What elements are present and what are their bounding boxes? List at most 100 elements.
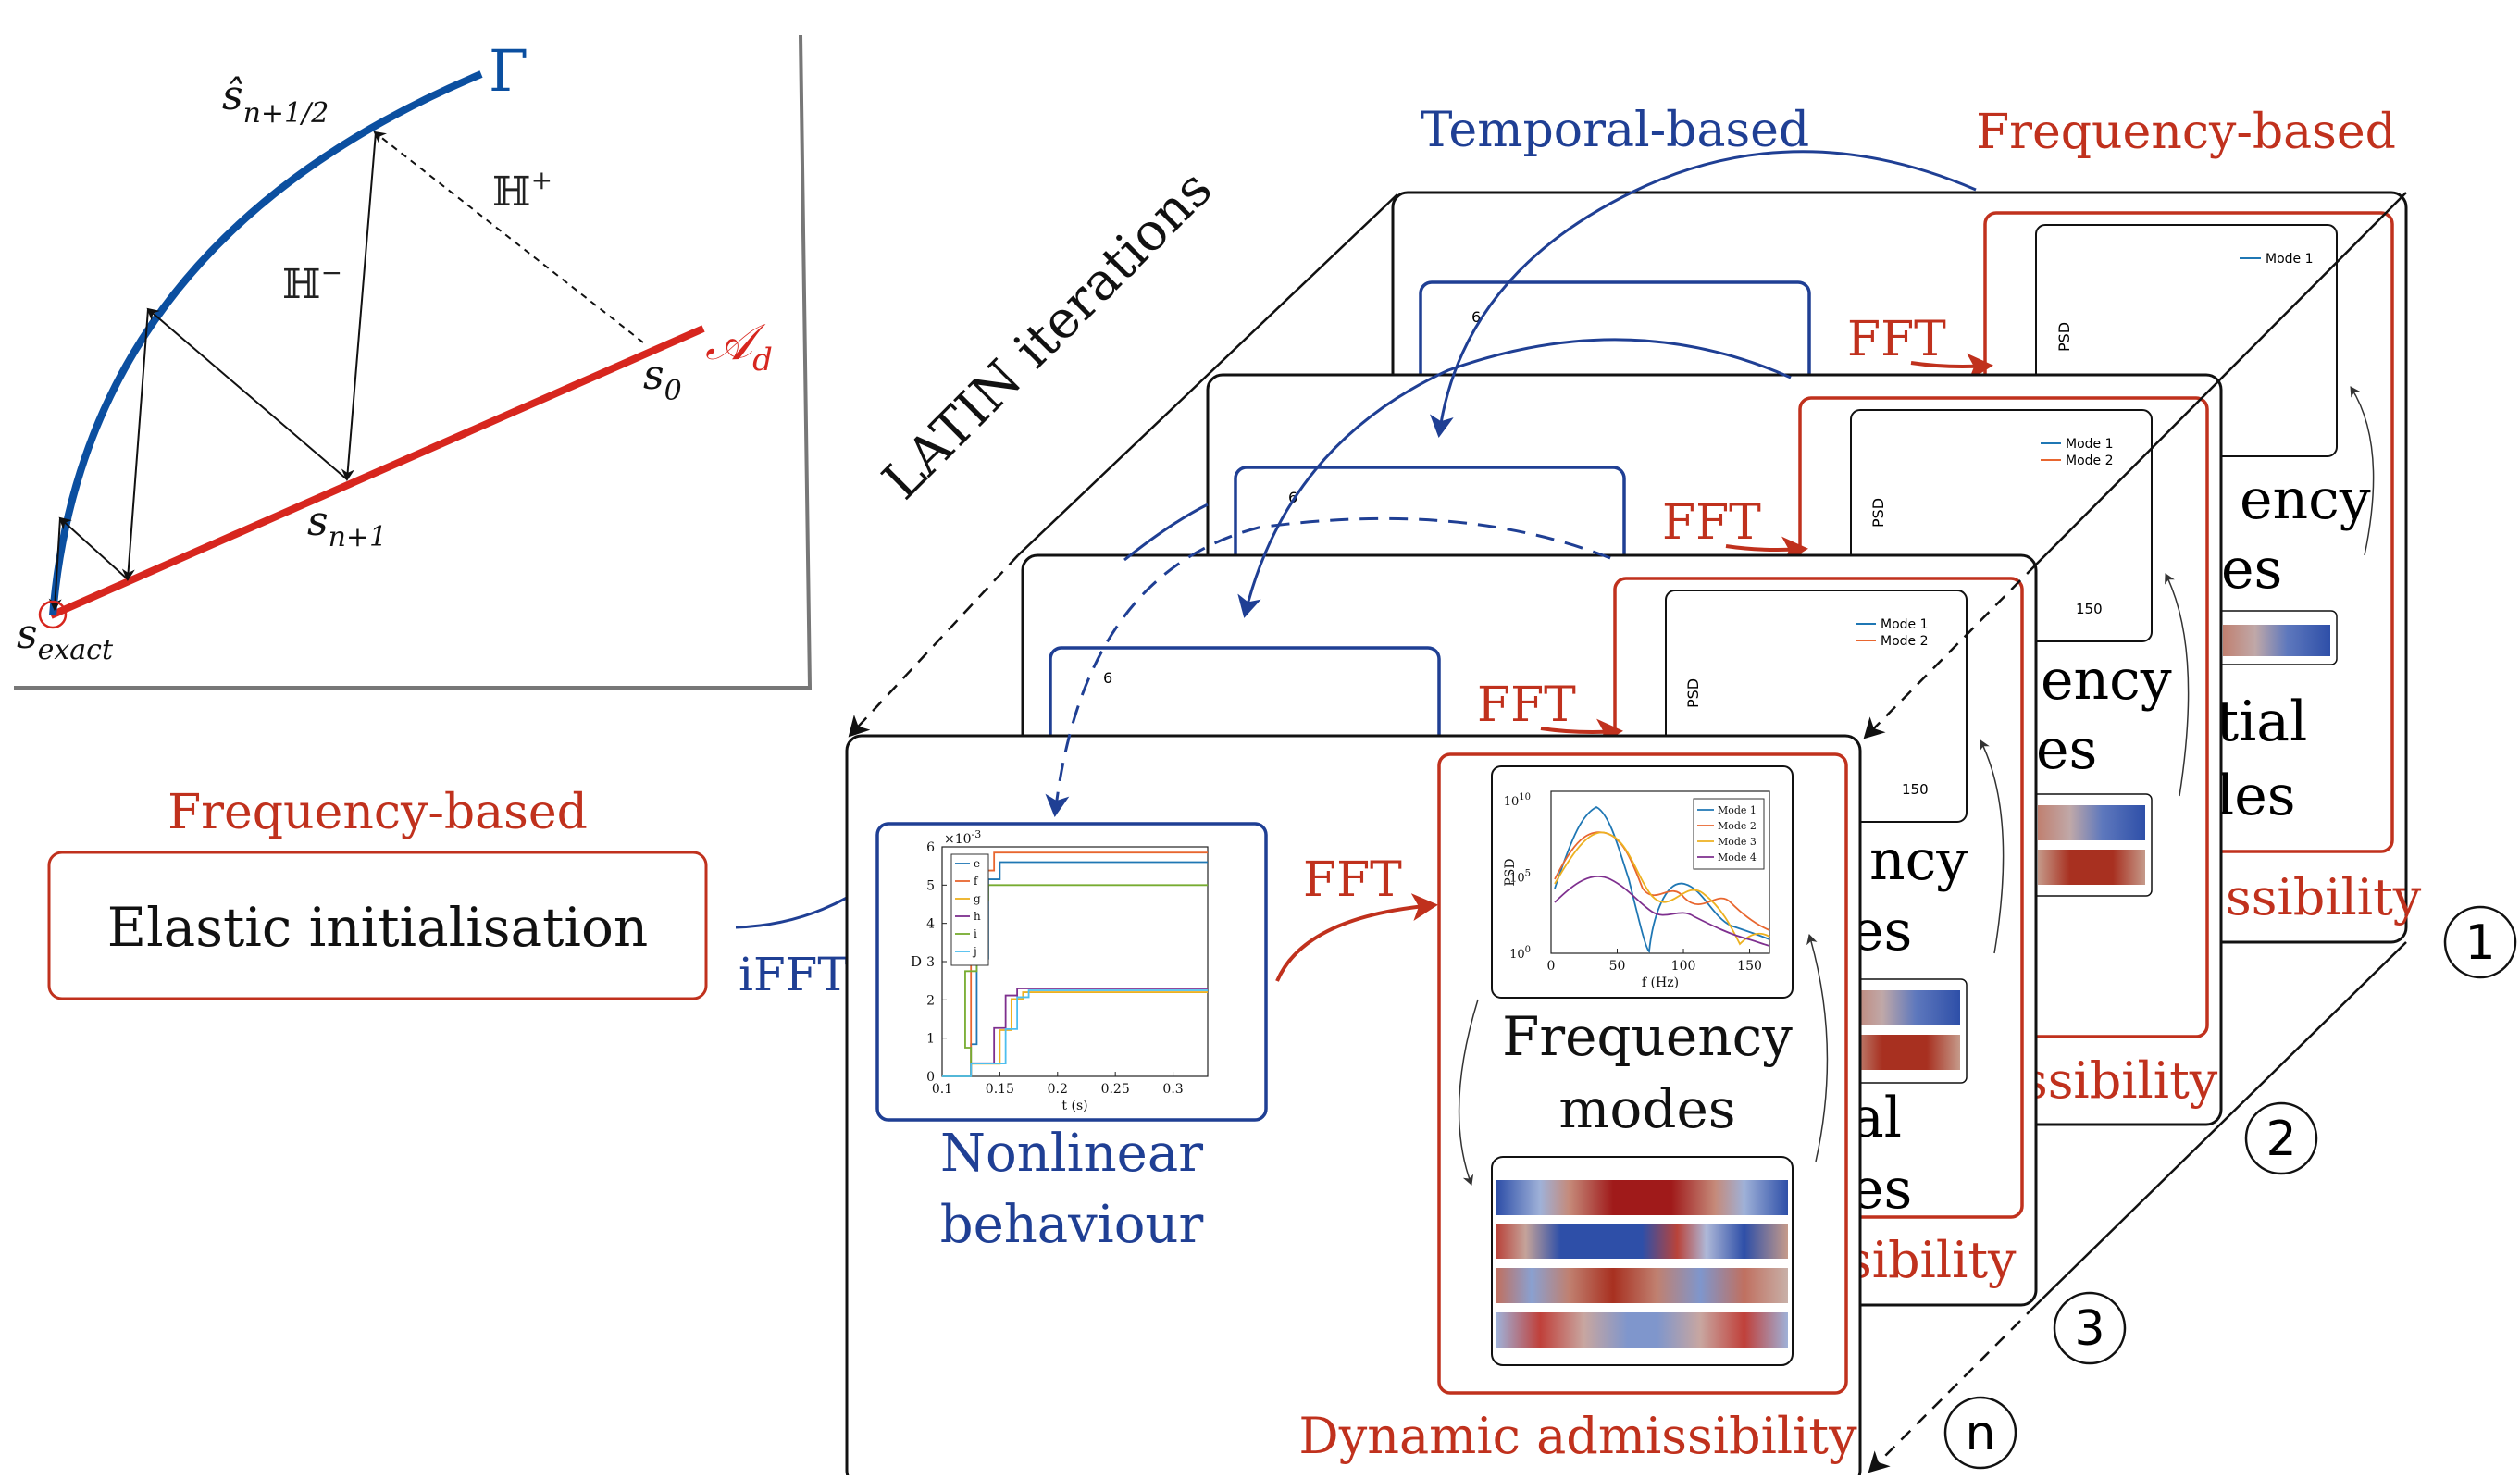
psd-legend-entry: Mode 1 <box>2066 437 2114 452</box>
psd-legend-entry: Mode 1 <box>1881 617 1929 632</box>
hminus-label: ℍ− <box>282 257 342 308</box>
fft-label: FFT <box>1477 677 1576 733</box>
fft-label: FFT <box>1662 495 1761 551</box>
y-tick-label: 4 <box>926 917 935 932</box>
legend-label: g <box>974 892 981 905</box>
y-axis-label: PSD <box>1503 858 1518 886</box>
iteration-circle-2 <box>2244 1101 2318 1175</box>
mode-shape-strip <box>2223 625 2330 656</box>
x-tick-label: 0.1 <box>932 1082 952 1097</box>
mode-shape-3 <box>1496 1268 1788 1303</box>
legend-label: i <box>974 927 977 940</box>
iteration-number-2: 2 <box>2266 1112 2296 1167</box>
y-tick-label: 5 <box>926 878 935 893</box>
freq-modes-cut-1: ency <box>2240 467 2371 532</box>
psd-curve <box>1554 875 1770 947</box>
s-exact-marker <box>38 600 68 629</box>
iteration-circle-1 <box>2443 905 2517 979</box>
x-axis-label: f (Hz) <box>1642 976 1679 990</box>
ifft-arrow-3 <box>1045 516 1611 817</box>
freq-modes-cut-1: ency <box>2041 648 2172 713</box>
circular-arrow-right <box>1806 934 1829 1162</box>
legend-box <box>950 853 989 966</box>
latin-iterations-label: LATIN iterations <box>872 159 1224 512</box>
gamma-curve <box>49 70 483 616</box>
iteration-circle-n <box>1943 1396 2017 1470</box>
psd-curve <box>1554 831 1770 946</box>
gamma-label: Γ <box>489 37 528 105</box>
legend-label: Mode 1 <box>1718 804 1757 816</box>
legend-label: e <box>974 857 980 870</box>
inverse-fft-arrows <box>1045 150 1977 817</box>
frequency-based-label: Frequency-based <box>1976 105 2396 160</box>
psd-axis-label: PSD <box>1684 678 1702 708</box>
psd-legend-entry: Mode 2 <box>2066 454 2114 468</box>
x-tick-label: 150 <box>1737 959 1762 974</box>
axes-frame <box>1550 790 1770 954</box>
x-tick-label: 0.25 <box>1101 1082 1130 1097</box>
frequency-modes-line2: modes <box>1558 1077 1735 1140</box>
mode-shape-strip <box>1849 1035 1960 1070</box>
fft-arrow <box>1275 893 1438 982</box>
ad-label: 𝒜d <box>705 313 773 379</box>
damage-curve <box>942 989 1208 1077</box>
legend-label: h <box>974 910 981 923</box>
legend-label: Mode 2 <box>1718 820 1757 832</box>
iterations-axis-bottom-dashed <box>1868 1304 2037 1473</box>
elastic-initialisation-box <box>47 851 708 1000</box>
legend-label: j <box>972 945 977 958</box>
hminus-direction <box>341 131 377 481</box>
dynamic-admissibility-cut: ssibility <box>2022 1051 2218 1110</box>
psd-curve <box>1554 805 1770 953</box>
nonlinear-label-line1: Nonlinear <box>940 1124 1203 1184</box>
ifft-label: iFFT <box>739 948 849 1001</box>
psd-legend-entry: Mode 1 <box>2266 252 2314 267</box>
elastic-initialisation-block: Frequency-based Elastic initialisation i… <box>47 785 849 1001</box>
latin-scheme-panel: Γ 𝒜d ℍ− ℍ+ ŝn+1/2 sn+1 s0 sexact <box>14 34 813 690</box>
iteration-number-3: 3 <box>2074 1301 2104 1357</box>
x-axis-label: t (s) <box>1061 1099 1087 1113</box>
fft-arrow <box>1725 536 1808 565</box>
elastic-initialisation-text: Elastic initialisation <box>107 896 648 959</box>
iterations-axis-upper <box>1017 193 1398 556</box>
fft-label: FFT <box>1303 852 1402 908</box>
fft-arrow <box>1910 353 1993 381</box>
mode-shape-2 <box>1496 1224 1788 1259</box>
x-tick-label: 0.2 <box>1048 1082 1068 1097</box>
y-tick-label: 1 <box>926 1032 935 1047</box>
y-tick-label: 2 <box>926 993 935 1008</box>
tick-label: 6 <box>1288 489 1297 506</box>
dynamic-admissibility-label: Dynamic admissibility <box>1298 1407 1857 1465</box>
x-tick-label: 100 <box>1671 959 1696 974</box>
hplus-direction-2 <box>146 307 348 480</box>
iterations-axis-right-dashed <box>1863 564 2037 740</box>
s0-label: s0 <box>643 352 682 407</box>
temporal-based-label: Temporal-based <box>1421 103 1809 158</box>
tick-label: 150 <box>2076 601 2103 617</box>
freq-modes-cut-1: ncy <box>1869 828 1968 893</box>
psd-axis-label: PSD <box>2055 322 2073 352</box>
x-tick-label: 0.3 <box>1162 1082 1183 1097</box>
mode-shape-strip <box>2038 805 2145 840</box>
s-half-label: ŝn+1/2 <box>222 72 329 130</box>
back-circular-arrow <box>1980 740 2005 954</box>
mode-shape-4 <box>1496 1312 1788 1348</box>
frequency-based-left-label: Frequency-based <box>168 785 588 840</box>
y-tick-label: 0 <box>926 1070 935 1085</box>
spatial-modes-cut-2: les <box>2216 764 2296 828</box>
freq-modes-cut-2: es <box>2036 717 2097 782</box>
panel-frame <box>14 34 813 690</box>
hminus-direction-3 <box>48 517 62 611</box>
mode-shape-strip <box>2038 850 2145 885</box>
hminus-direction-2 <box>121 308 149 581</box>
legend-label: Mode 4 <box>1718 851 1757 864</box>
back-circular-arrow <box>2165 573 2190 797</box>
iterations-axis-dashed <box>848 554 1019 738</box>
y-axis-label: D <box>911 953 922 970</box>
ifft-arrow-1 <box>1430 150 1977 438</box>
mode-shape-strip <box>1849 990 1960 1025</box>
